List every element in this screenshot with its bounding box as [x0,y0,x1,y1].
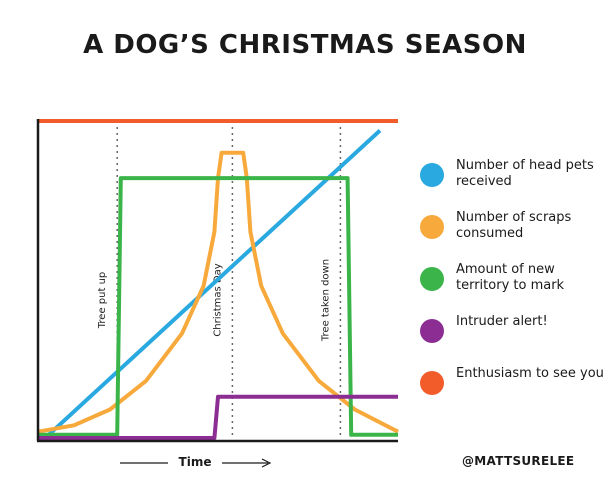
series-line-0 [43,129,382,440]
legend-swatch-intruder [420,319,444,343]
legend-item-enthusiasm: Enthusiasm to see you [420,366,605,418]
chart-title: A DOG’S CHRISTMAS SEASON [83,30,527,60]
series-line-2 [38,176,398,437]
legend-item-head-pets: Number of head pets received [420,158,605,210]
legend-item-territory: Amount of new territory to mark [420,262,605,314]
legend-swatch-head-pets [420,163,444,187]
legend-swatch-enthusiasm [420,371,444,395]
marker-label-0: Tree put up [97,272,108,329]
x-axis-label: Time [178,455,212,469]
legend-label-intruder: Intruder alert! [456,314,548,329]
credit: @MATTSURELEE [462,454,575,468]
time-arrowhead [261,458,272,468]
series-line-3 [38,394,398,440]
legend-label-head-pets: Number of head pets received [456,158,594,189]
marker-label-2: Tree taken down [320,259,331,342]
legend-label-scraps: Number of scraps consumed [456,210,572,241]
legend-label-territory: Amount of new territory to mark [456,262,565,293]
series-line-1 [37,150,399,434]
legend-label-enthusiasm: Enthusiasm to see you [456,366,604,381]
legend-item-scraps: Number of scraps consumed [420,210,605,262]
marker-label-1: Christmas Day [212,263,223,336]
legend-swatch-territory [420,267,444,291]
legend-swatch-scraps [420,215,444,239]
legend-item-intruder: Intruder alert! [420,314,605,366]
legend: Number of head pets received Number of s… [420,158,605,418]
